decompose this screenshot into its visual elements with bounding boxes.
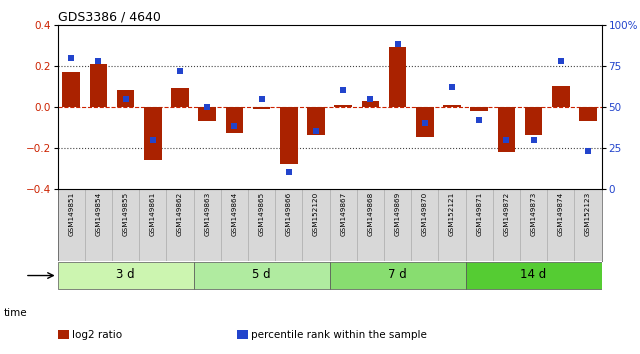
Text: GSM149866: GSM149866	[286, 192, 292, 236]
Text: 5 d: 5 d	[252, 268, 271, 281]
Text: 7 d: 7 d	[388, 268, 407, 281]
Point	[447, 84, 457, 90]
Bar	[307, 107, 325, 135]
Bar	[362, 101, 380, 107]
Bar	[497, 107, 515, 152]
Text: GSM149851: GSM149851	[68, 192, 74, 236]
Text: GSM149874: GSM149874	[558, 192, 564, 236]
Text: GSM149872: GSM149872	[504, 192, 509, 236]
Text: GSM149865: GSM149865	[259, 192, 264, 236]
Text: 3 d: 3 d	[116, 268, 135, 281]
Text: percentile rank within the sample: percentile rank within the sample	[251, 330, 427, 339]
Text: GSM149869: GSM149869	[395, 192, 401, 236]
Text: GSM152120: GSM152120	[313, 192, 319, 236]
Text: time: time	[3, 308, 27, 318]
Point	[501, 137, 511, 142]
Bar	[90, 64, 108, 107]
Bar	[280, 107, 298, 164]
Bar	[144, 107, 162, 160]
Text: GSM152123: GSM152123	[585, 192, 591, 236]
Text: GSM149871: GSM149871	[476, 192, 482, 236]
Bar	[470, 107, 488, 111]
Text: GSM149861: GSM149861	[150, 192, 156, 236]
Text: GSM149870: GSM149870	[422, 192, 428, 236]
Bar	[552, 86, 570, 107]
Bar	[443, 105, 461, 107]
Point	[175, 68, 185, 74]
Point	[365, 96, 376, 101]
Point	[257, 96, 267, 101]
Bar	[171, 88, 189, 107]
Text: GSM149854: GSM149854	[95, 192, 101, 236]
Bar	[62, 72, 80, 107]
Point	[556, 58, 566, 64]
Text: GSM149863: GSM149863	[204, 192, 210, 236]
Bar	[465, 262, 602, 289]
Point	[93, 58, 104, 64]
Bar	[193, 262, 330, 289]
Point	[529, 137, 539, 142]
Bar	[198, 107, 216, 121]
Text: GSM149873: GSM149873	[531, 192, 536, 236]
Point	[202, 104, 212, 109]
Text: log2 ratio: log2 ratio	[72, 330, 122, 339]
Bar	[579, 107, 597, 121]
Point	[284, 170, 294, 175]
Bar	[116, 90, 134, 107]
Point	[474, 117, 484, 123]
Point	[338, 87, 348, 93]
Text: GDS3386 / 4640: GDS3386 / 4640	[58, 11, 161, 24]
Text: GSM149868: GSM149868	[367, 192, 373, 236]
Point	[148, 137, 158, 142]
Point	[229, 124, 239, 129]
Text: GSM149855: GSM149855	[123, 192, 129, 236]
Bar	[253, 107, 271, 109]
Bar	[330, 262, 465, 289]
Point	[583, 148, 593, 154]
Text: GSM149864: GSM149864	[232, 192, 237, 236]
Text: 14 d: 14 d	[520, 268, 547, 281]
Bar	[388, 47, 406, 107]
Bar	[225, 107, 243, 133]
Point	[120, 96, 131, 101]
Point	[420, 120, 430, 126]
Bar	[58, 262, 193, 289]
Point	[66, 55, 76, 61]
Point	[311, 129, 321, 134]
Bar	[416, 107, 434, 137]
Text: GSM149867: GSM149867	[340, 192, 346, 236]
Text: GSM149862: GSM149862	[177, 192, 183, 236]
Text: GSM152121: GSM152121	[449, 192, 455, 236]
Bar	[525, 107, 543, 135]
Point	[392, 42, 403, 47]
Bar	[334, 105, 352, 107]
